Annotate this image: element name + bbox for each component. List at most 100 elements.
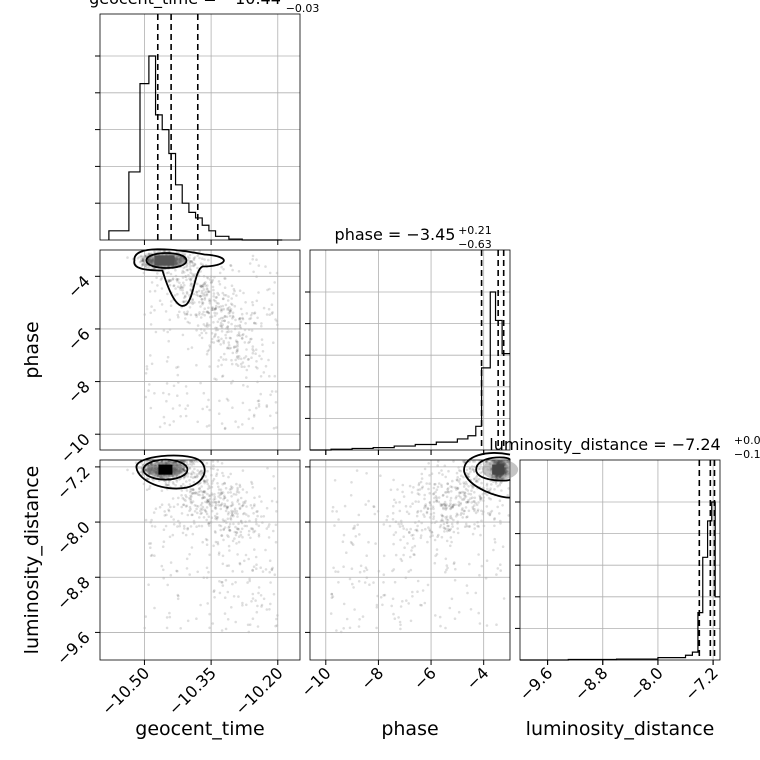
scatter-point	[206, 487, 210, 491]
scatter-point	[237, 270, 241, 273]
scatter-point	[163, 250, 167, 253]
scatter-point	[248, 577, 251, 581]
scatter-point	[270, 567, 274, 571]
scatter-point	[178, 522, 182, 525]
scatter-point	[224, 333, 227, 337]
scatter-point	[214, 507, 218, 510]
scatter-point	[398, 500, 401, 504]
scatter-point	[239, 519, 243, 523]
scatter-point	[203, 313, 206, 317]
scatter-point	[216, 482, 219, 485]
scatter-point	[176, 525, 179, 528]
scatter-point	[474, 479, 478, 483]
scatter-point	[191, 298, 194, 302]
scatter-point	[184, 385, 188, 388]
scatter-point	[175, 366, 178, 369]
scatter-point	[177, 315, 180, 319]
scatter-point	[225, 315, 229, 319]
scatter-point	[189, 460, 192, 463]
scatter-point	[220, 503, 223, 507]
scatter-point	[217, 551, 221, 554]
scatter-point	[199, 305, 202, 308]
scatter-point	[224, 509, 228, 513]
scatter-point	[471, 532, 475, 536]
scatter-point	[404, 504, 408, 508]
scatter-point	[473, 500, 476, 503]
scatter-point	[207, 570, 210, 574]
scatter-point	[409, 527, 413, 531]
scatter-point	[181, 276, 185, 279]
scatter-point	[445, 515, 449, 518]
scatter-point	[172, 284, 175, 288]
scatter-point	[223, 286, 227, 290]
scatter-point	[239, 533, 243, 537]
scatter-point	[217, 500, 221, 504]
scatter-point	[478, 494, 482, 498]
scatter-point	[260, 603, 264, 607]
scatter-point	[434, 482, 437, 486]
scatter-point	[236, 349, 239, 353]
scatter-point	[214, 304, 218, 308]
scatter-point	[218, 317, 221, 321]
scatter-point	[191, 491, 194, 495]
scatter-point	[207, 500, 210, 504]
scatter-point	[220, 534, 223, 537]
scatter-point	[150, 518, 153, 522]
scatter-point	[211, 460, 215, 463]
scatter-point	[189, 500, 193, 504]
scatter-point	[189, 475, 193, 479]
scatter-point	[490, 509, 494, 513]
scatter-point	[150, 281, 154, 284]
scatter-point	[185, 312, 189, 316]
scatter-point	[473, 507, 476, 511]
scatter-point	[437, 533, 440, 537]
scatter-point	[434, 495, 438, 498]
scatter-point	[168, 423, 172, 427]
scatter-point	[268, 570, 272, 574]
scatter-point	[150, 524, 154, 528]
scatter-point	[228, 528, 232, 532]
scatter-point	[489, 511, 492, 514]
scatter-point	[401, 490, 404, 494]
scatter-point	[140, 258, 143, 261]
scatter-point	[460, 508, 464, 512]
scatter-point	[200, 336, 204, 340]
scatter-point	[201, 302, 204, 306]
scatter-point	[183, 460, 186, 463]
scatter-point	[447, 504, 451, 508]
scatter-point	[146, 266, 149, 270]
scatter-point	[453, 617, 457, 620]
contour-inner	[142, 458, 189, 481]
y-tick-label: −7.2	[53, 462, 94, 503]
scatter-point	[449, 502, 452, 505]
scatter-point	[495, 623, 498, 626]
scatter-point	[207, 306, 210, 310]
scatter-point	[199, 509, 202, 513]
scatter-point	[445, 503, 448, 506]
scatter-point	[214, 332, 217, 336]
scatter-point	[233, 537, 236, 540]
scatter-point	[435, 496, 439, 500]
histogram-phase	[310, 291, 510, 451]
scatter-point	[241, 504, 245, 508]
scatter-point	[247, 557, 250, 561]
scatter-point	[409, 619, 413, 623]
scatter-point	[201, 263, 205, 267]
panel-phase-vs-geocent-time-frame	[99, 249, 301, 451]
scatter-point	[411, 502, 414, 506]
scatter-point	[462, 475, 465, 479]
title-minus-error: −0.63	[458, 238, 492, 251]
scatter-point	[160, 303, 164, 306]
scatter-point	[273, 281, 277, 284]
scatter-point	[182, 460, 185, 463]
scatter-point	[205, 461, 209, 465]
scatter-point	[169, 272, 173, 276]
scatter-point	[401, 483, 405, 487]
scatter-point	[417, 483, 421, 487]
scatter-point	[255, 299, 259, 303]
scatter-point	[453, 578, 457, 582]
scatter-point	[246, 358, 250, 361]
scatter-point	[251, 528, 255, 531]
scatter-point	[147, 253, 150, 256]
scatter-point	[393, 580, 397, 584]
